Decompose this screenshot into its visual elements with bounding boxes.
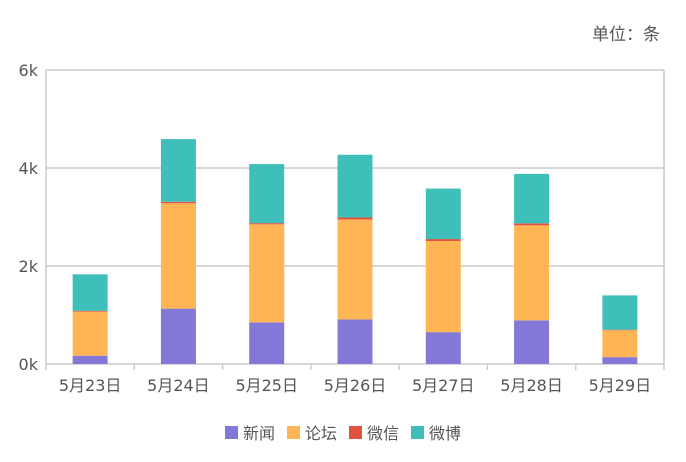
bar-segment <box>160 201 196 204</box>
legend-label: 微信 <box>367 424 400 443</box>
x-tick-label: 5月29日 <box>589 376 652 395</box>
legend: 新闻 论坛 微信 微博 <box>0 420 686 444</box>
legend-swatch <box>411 425 425 439</box>
legend-label: 微博 <box>429 424 462 443</box>
legend-item[interactable]: 论坛 <box>286 420 337 444</box>
bar-segment <box>602 295 638 330</box>
bar-segment <box>514 223 550 226</box>
x-tick-label: 5月26日 <box>324 376 387 395</box>
legend-item[interactable]: 微信 <box>349 420 399 444</box>
bar-segment <box>72 355 108 364</box>
y-tick-label: 0k <box>19 355 39 374</box>
legend-swatch <box>349 425 362 439</box>
legend-label: 新闻 <box>242 424 275 443</box>
unit-label: 单位：条 <box>592 25 660 45</box>
bar-segment <box>160 308 196 364</box>
x-tick-label: 5月28日 <box>500 376 563 395</box>
bar-segment <box>337 319 373 364</box>
bar-segment <box>72 310 108 312</box>
bar-segment <box>425 332 461 364</box>
bar-segment <box>425 239 461 242</box>
y-tick-label: 2k <box>19 257 39 276</box>
y-tick-label: 4k <box>19 159 39 178</box>
bar-segment <box>249 224 285 323</box>
y-tick-label: 6k <box>19 61 39 80</box>
bar-segment <box>249 322 285 364</box>
bar-segment <box>337 217 373 220</box>
bar-segment <box>514 320 550 364</box>
bar-segment <box>514 173 550 224</box>
legend-item[interactable]: 微博 <box>411 420 461 444</box>
legend-swatch <box>224 425 238 439</box>
bar-segment <box>425 188 461 240</box>
legend-swatch <box>286 425 300 439</box>
bar-segment <box>337 219 373 320</box>
legend-label: 论坛 <box>304 424 337 443</box>
bar-segment <box>160 203 196 309</box>
x-tick-label: 5月25日 <box>235 376 298 395</box>
bar-segment <box>249 164 285 224</box>
bar-segment <box>602 357 638 364</box>
bar-segment <box>160 139 196 202</box>
bar-segment <box>72 274 108 311</box>
bar-segment <box>249 223 285 225</box>
bar-segment <box>602 330 638 358</box>
bar-segment <box>72 311 108 356</box>
x-tick-label: 5月24日 <box>147 376 210 395</box>
bar-segment <box>425 241 461 333</box>
x-tick-label: 5月23日 <box>59 376 122 395</box>
bar-segment <box>337 154 373 218</box>
x-tick-label: 5月27日 <box>412 376 475 395</box>
legend-item[interactable]: 新闻 <box>224 420 275 444</box>
bar-segment <box>514 225 550 321</box>
